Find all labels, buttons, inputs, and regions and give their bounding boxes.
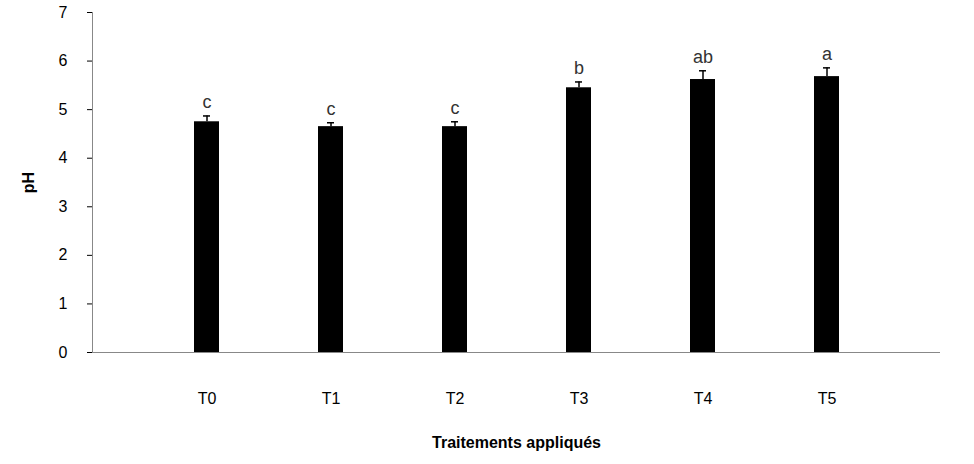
- svg-text:T0: T0: [198, 390, 217, 407]
- svg-text:b: b: [574, 58, 584, 78]
- svg-text:0: 0: [59, 344, 68, 361]
- svg-text:c: c: [203, 92, 212, 112]
- svg-text:c: c: [451, 98, 460, 118]
- svg-text:3: 3: [59, 198, 68, 215]
- svg-text:Traitements appliqués: Traitements appliqués: [432, 434, 601, 451]
- svg-text:ab: ab: [693, 47, 713, 67]
- svg-text:a: a: [822, 44, 833, 64]
- svg-text:2: 2: [59, 246, 68, 263]
- svg-text:5: 5: [59, 101, 68, 118]
- svg-text:T2: T2: [446, 390, 465, 407]
- svg-text:7: 7: [59, 4, 68, 21]
- svg-text:T3: T3: [570, 390, 589, 407]
- svg-text:T1: T1: [322, 390, 341, 407]
- svg-text:T4: T4: [694, 390, 713, 407]
- svg-text:6: 6: [59, 52, 68, 69]
- svg-text:c: c: [327, 99, 336, 119]
- svg-text:pH: pH: [20, 172, 37, 193]
- svg-text:4: 4: [59, 149, 68, 166]
- svg-text:1: 1: [59, 295, 68, 312]
- svg-text:T5: T5: [818, 390, 837, 407]
